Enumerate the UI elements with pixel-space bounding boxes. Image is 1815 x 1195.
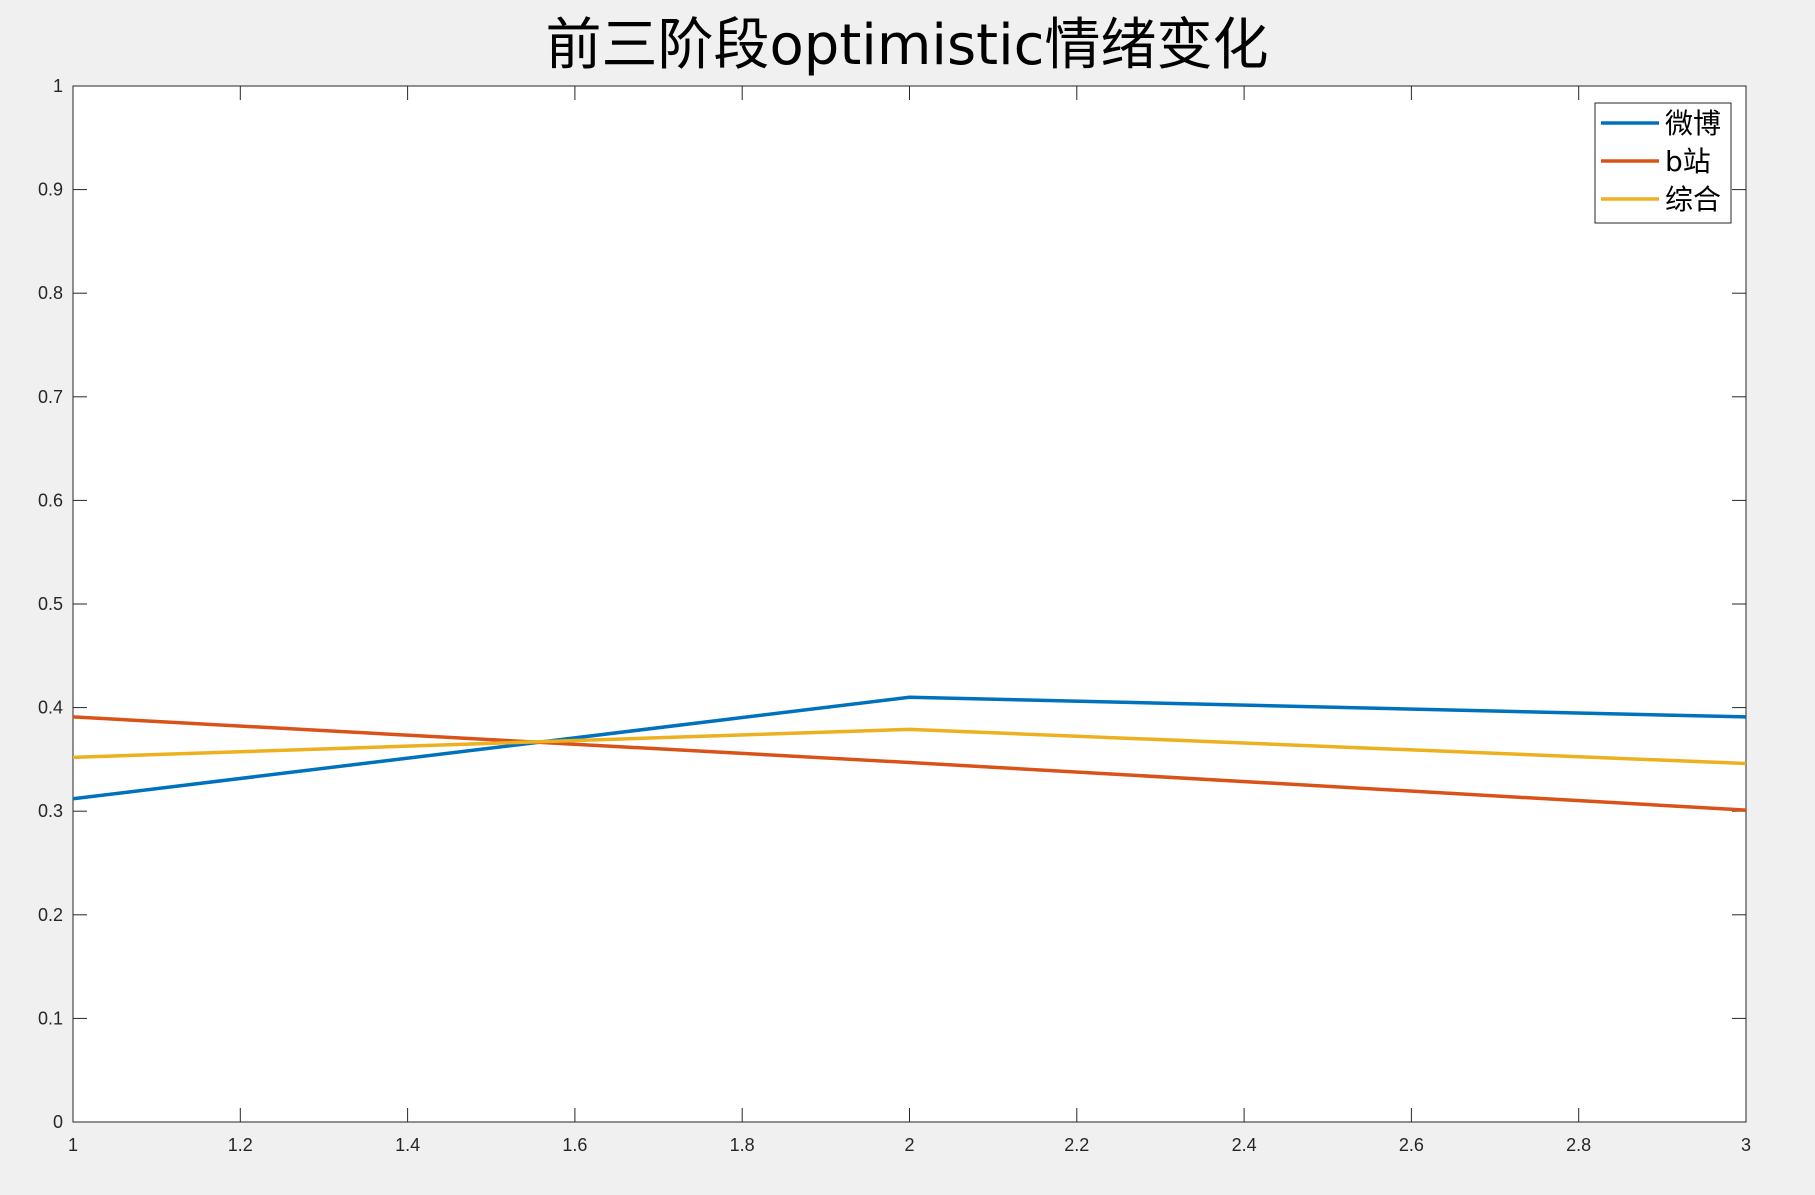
y-tick-label: 1 bbox=[53, 76, 63, 96]
y-tick-label: 0 bbox=[53, 1112, 63, 1132]
legend-label: b站 bbox=[1665, 145, 1711, 178]
legend-label: 综合 bbox=[1665, 183, 1721, 216]
x-tick-label: 2.8 bbox=[1566, 1135, 1591, 1155]
series-line-0 bbox=[72, 695, 1747, 801]
y-tick-label: 0.8 bbox=[38, 283, 63, 303]
series-line-1 bbox=[72, 715, 1747, 812]
x-tick-label: 2.4 bbox=[1232, 1135, 1257, 1155]
x-tick-label: 3 bbox=[1741, 1135, 1751, 1155]
y-tick-label: 0.5 bbox=[38, 594, 63, 614]
chart-title: 前三阶段optimistic情绪变化 bbox=[546, 13, 1269, 78]
y-tick-label: 0.3 bbox=[38, 801, 63, 821]
x-tick-label: 1.8 bbox=[730, 1135, 755, 1155]
legend-label: 微博 bbox=[1665, 107, 1721, 140]
axis-tick-labels: 1 1.2 1.4 1.6 1.8 2 2.2 2.4 2.6 2.8 3 0 0.1 0.2 0.3 0.4… bbox=[38, 76, 1751, 1155]
x-tick-label: 1.4 bbox=[395, 1135, 420, 1155]
y-tick-label: 0.7 bbox=[38, 387, 63, 407]
x-tick-label: 2.2 bbox=[1064, 1135, 1089, 1155]
series-lines bbox=[72, 695, 1747, 812]
x-tick-label: 2 bbox=[904, 1135, 914, 1155]
x-tick-label: 1.2 bbox=[228, 1135, 253, 1155]
x-tick-label: 2.6 bbox=[1399, 1135, 1424, 1155]
y-tick-label: 0.9 bbox=[38, 180, 63, 200]
x-tick-label: 1 bbox=[68, 1135, 78, 1155]
plot-area bbox=[72, 85, 1747, 1123]
series-line-2 bbox=[72, 727, 1747, 766]
x-tick-label: 1.6 bbox=[562, 1135, 587, 1155]
axis-ticks bbox=[72, 85, 1747, 1123]
y-tick-label: 0.6 bbox=[38, 490, 63, 510]
y-tick-label: 0.1 bbox=[38, 1008, 63, 1028]
y-tick-label: 0.2 bbox=[38, 905, 63, 925]
y-tick-label: 0.4 bbox=[38, 698, 63, 718]
